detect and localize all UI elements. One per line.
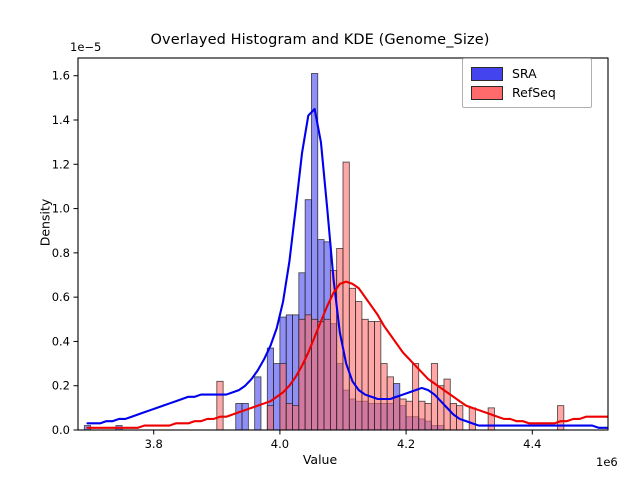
histogram-bar xyxy=(468,407,476,430)
histogram-bar xyxy=(367,321,375,430)
x-tick-label: 3.8 xyxy=(145,437,163,451)
y-tick-label: 1.4 xyxy=(52,113,70,127)
histogram-bar xyxy=(487,407,495,430)
histogram-bar xyxy=(380,363,388,430)
axes-frame xyxy=(77,57,609,431)
histogram-bar xyxy=(304,314,312,430)
legend-item-sra: SRA xyxy=(471,64,583,83)
histogram-bar xyxy=(393,396,401,430)
histogram-bar xyxy=(411,363,420,430)
histogram-bar xyxy=(323,318,331,430)
kde-curve xyxy=(86,280,608,429)
legend-swatch-sra xyxy=(471,66,503,81)
x-tick-label: 4.4 xyxy=(523,437,541,451)
x-axis-offset-label: 1e6 xyxy=(596,455,618,469)
y-tick-label: 0.2 xyxy=(52,379,70,393)
histogram-bar xyxy=(348,287,357,430)
legend-label-refseq: RefSeq xyxy=(512,85,556,100)
y-tick-label: 0.6 xyxy=(52,290,70,304)
histogram-bar xyxy=(386,376,394,430)
histogram-bar xyxy=(279,363,287,430)
y-tick-label: 0.8 xyxy=(52,246,70,260)
y-tick-label: 1.2 xyxy=(52,157,70,171)
histogram-bar xyxy=(424,403,432,430)
legend-swatch-refseq xyxy=(471,85,503,100)
x-tick-label: 4.2 xyxy=(397,437,415,451)
y-axis-offset-label: 1e−5 xyxy=(70,40,102,54)
histogram-bar xyxy=(254,376,262,430)
histogram-bar xyxy=(298,318,306,430)
kde-curve xyxy=(86,107,608,429)
histogram-bar xyxy=(292,405,300,430)
legend-item-refseq: RefSeq xyxy=(471,83,583,102)
histogram-bar xyxy=(317,321,325,430)
histogram-bar xyxy=(342,161,350,430)
histogram-bar xyxy=(437,385,445,430)
histogram-bar xyxy=(266,405,275,430)
histogram-bar xyxy=(418,400,426,430)
page-title: Overlayed Histogram and KDE (Genome_Size… xyxy=(150,32,490,48)
histogram-bar xyxy=(241,403,249,430)
y-tick-label: 1.6 xyxy=(52,69,70,83)
histogram-bar xyxy=(374,321,382,430)
x-axis-label: Value xyxy=(302,452,338,467)
y-tick-label: 1.0 xyxy=(52,202,70,216)
histogram-bar xyxy=(355,301,363,430)
histogram-bar xyxy=(405,400,413,430)
histogram-bar xyxy=(557,405,565,430)
histogram-bar xyxy=(399,398,407,430)
histogram-bar xyxy=(285,403,293,430)
x-tick-label: 4.0 xyxy=(271,437,289,451)
histogram-bar xyxy=(216,380,224,430)
chart-legend: SRA RefSeq xyxy=(462,58,592,108)
legend-label-sra: SRA xyxy=(512,66,537,81)
y-tick-label: 0.0 xyxy=(52,423,70,437)
histogram-bar xyxy=(235,403,243,430)
y-tick-label: 0.4 xyxy=(52,334,70,348)
histogram-bar xyxy=(361,318,369,430)
